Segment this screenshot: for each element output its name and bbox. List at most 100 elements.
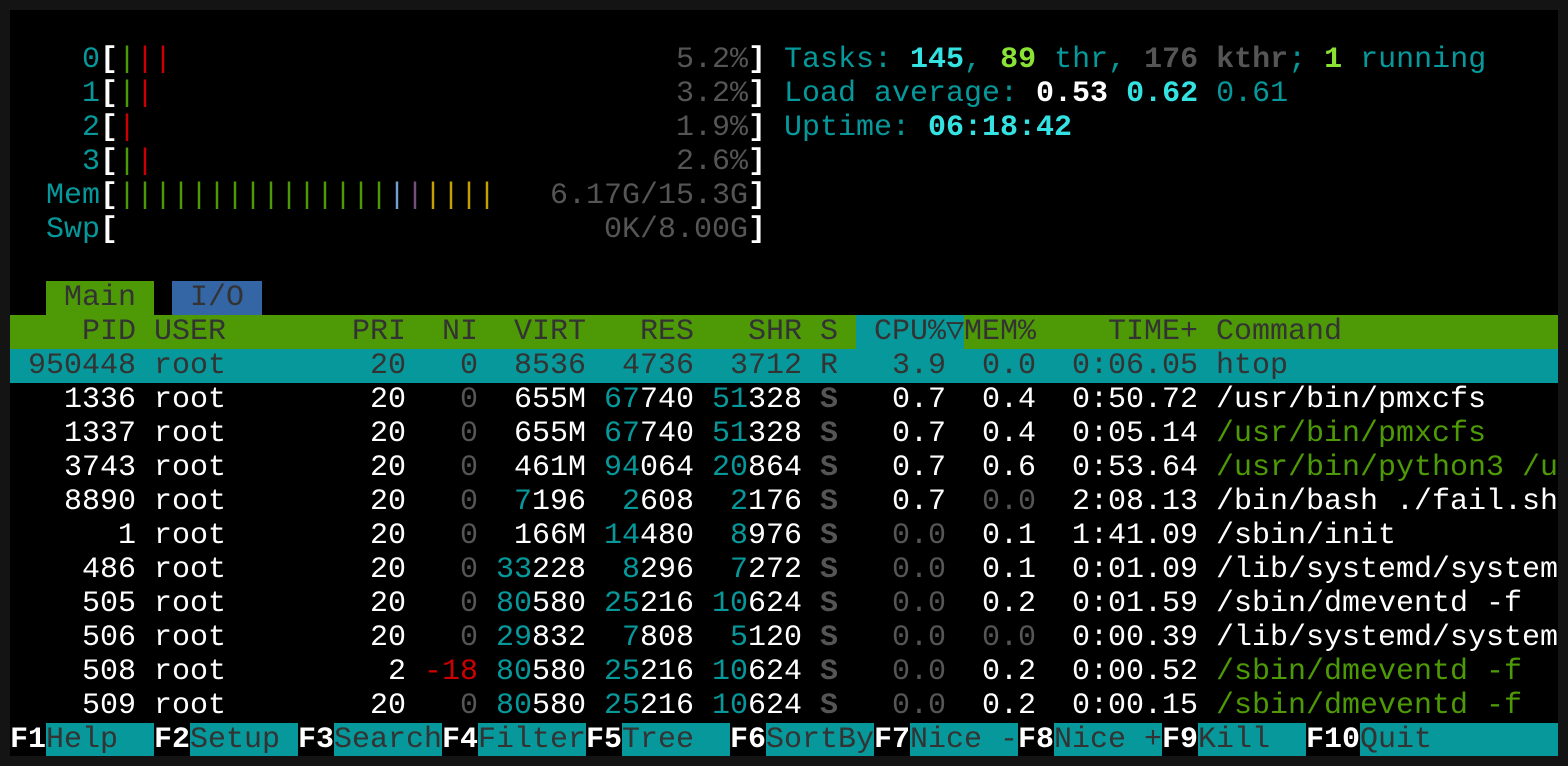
cpu-meter-2-label: 2: [81, 111, 100, 145]
bracket-open: [: [100, 43, 118, 77]
fkey-help-button[interactable]: Help: [46, 723, 154, 756]
process-s: S: [819, 451, 838, 485]
process-cpu: 0.7: [891, 451, 946, 485]
tasks-segment: 1: [1324, 43, 1343, 77]
meter-bar-segment: |: [280, 179, 298, 213]
process-row[interactable]: 1336 root 20 0 655M 67740 51328 S 0.7 0.4 0:50.72 /…: [10, 383, 1558, 417]
process-mem: 0.0: [981, 485, 1036, 519]
process-row[interactable]: 1 root 20 0 166M 14480 8976 S 0.0 0.1 1:41.09/sbin…: [10, 519, 1558, 553]
process-command: /lib/systemd/system: [1216, 553, 1558, 587]
cpu-meter-0-label: 0: [81, 43, 100, 77]
fkey-setup-button[interactable]: Setup: [190, 723, 298, 756]
header-virt[interactable]: VIRT: [513, 315, 586, 349]
process-pid: 1: [117, 519, 136, 553]
process-command: /usr/bin/pmxcfs: [1216, 417, 1487, 451]
header-s[interactable]: S: [819, 315, 838, 349]
process-row[interactable]: 505 root 20 0 80580 25216 10624 S 0.0 0.2 0:01.59 /…: [10, 587, 1558, 621]
header-shr[interactable]: SHR: [747, 315, 802, 349]
header-pri[interactable]: PRI: [351, 315, 406, 349]
fkey-f6[interactable]: F6: [730, 723, 766, 756]
header-res[interactable]: RES: [639, 315, 694, 349]
process-shr: 10624: [711, 655, 802, 689]
header-mem[interactable]: MEM%: [964, 315, 1036, 349]
fkey-f10[interactable]: F10: [1306, 723, 1360, 756]
fkey-f7[interactable]: F7: [874, 723, 910, 756]
fkey-f1[interactable]: F1: [10, 723, 46, 756]
process-time: 2:08.13: [1071, 485, 1198, 519]
process-command: /bin/bash ./fail.sh: [1216, 485, 1558, 519]
meter-bar-segment: |: [298, 179, 316, 213]
process-pri: 20: [369, 349, 406, 383]
fkey-f8[interactable]: F8: [1018, 723, 1054, 756]
process-user: root: [154, 621, 227, 655]
bracket-close: ]: [748, 77, 766, 111]
tab-main[interactable]: Main: [46, 281, 154, 315]
process-ni: 0: [459, 689, 478, 723]
process-shr: 51328: [711, 417, 802, 451]
process-row[interactable]: 486 root 20 0 33228 8296 7272 S 0.0 0.1 0:01.09/li…: [10, 553, 1558, 587]
fkey-filter-button[interactable]: Filter: [478, 723, 586, 756]
process-virt: 8536: [513, 349, 586, 383]
fkey-f2[interactable]: F2: [154, 723, 190, 756]
process-row[interactable]: 506 root 20 0 29832 7808 5120 S 0.0 0.0 0:00.39/li…: [10, 621, 1558, 655]
process-user: root: [154, 553, 227, 587]
bracket-close: ]: [748, 111, 766, 145]
process-virt: 655M: [513, 417, 586, 451]
bracket-open: [: [100, 77, 118, 111]
fkey-f5[interactable]: F5: [586, 723, 622, 756]
process-user: root: [154, 383, 227, 417]
process-row[interactable]: 3743 root 20 0 461M 94064 20864 S 0.7 0.6 0:53.64 /…: [10, 451, 1558, 485]
process-row[interactable]: 508 root 2 -18 80580 25216 10624 S 0.0 0.2 0:00.52…: [10, 655, 1558, 689]
header-time[interactable]: TIME+: [1107, 315, 1198, 349]
process-s: R: [819, 349, 838, 383]
meter-bar-segment: |: [190, 179, 208, 213]
process-row[interactable]: 1337 root 20 0 655M 67740 51328 S 0.7 0.4 0:05.14 /…: [10, 417, 1558, 451]
meter-bar-segment: |: [154, 43, 172, 77]
fkey-nice-button[interactable]: Nice +: [1054, 723, 1162, 756]
process-row[interactable]: 509 root 20 0 80580 25216 10624 S 0.0 0.2 0:00.15 /…: [10, 689, 1558, 723]
process-time: 0:00.39: [1071, 621, 1198, 655]
process-user: root: [154, 417, 227, 451]
fkey-nice-button[interactable]: Nice -: [910, 723, 1018, 756]
process-res: 25216: [603, 655, 694, 689]
process-time: 0:00.52: [1071, 655, 1198, 689]
tasks-info: Tasks: 145, 89 thr, 176 kthr; 1 running: [10, 43, 1558, 77]
sorted-column-highlight: [856, 315, 964, 349]
cpu-meter-3-value: 2.6%: [675, 145, 748, 179]
sort-descending-icon[interactable]: ▽: [946, 315, 964, 349]
htop-terminal: 0[| | | 5.2%] 1[| | 3.2%] 2[| 1.9%] 3[| | 2.6%] Mem[…: [10, 10, 1558, 756]
header-pid[interactable]: PID: [81, 315, 136, 349]
process-time: 0:05.14: [1071, 417, 1198, 451]
load-segment: Load average:: [784, 77, 1037, 111]
fkey-quit-button[interactable]: Quit: [1360, 723, 1558, 756]
process-row[interactable]: 950448 root 20 0 8536 4736 3712 R 3.9 0.0 0:06.05 h…: [10, 349, 1558, 383]
header-ni[interactable]: NI: [441, 315, 478, 349]
process-command: /sbin/dmeventd -f: [1216, 689, 1523, 723]
tab-io[interactable]: I/O: [172, 281, 262, 315]
meter-bar-segment: |: [118, 77, 136, 111]
header-command[interactable]: Command: [1216, 315, 1343, 349]
header-user[interactable]: USER: [154, 315, 227, 349]
fkey-f9[interactable]: F9: [1162, 723, 1198, 756]
fkey-kill-button[interactable]: Kill: [1198, 723, 1306, 756]
process-shr: 2176: [729, 485, 802, 519]
bracket-open: [: [100, 111, 118, 145]
process-virt: 80580: [495, 587, 586, 621]
process-user: root: [154, 587, 227, 621]
fkey-tree-button[interactable]: Tree: [622, 723, 730, 756]
header-cpu[interactable]: CPU%: [873, 315, 946, 349]
process-ni: 0: [459, 417, 478, 451]
process-shr: 51328: [711, 383, 802, 417]
process-ni: 0: [459, 519, 478, 553]
process-pid: 486: [81, 553, 136, 587]
fkey-f3[interactable]: F3: [298, 723, 334, 756]
process-row[interactable]: 8890 root 20 0 7196 2608 2176 S 0.7 0.0 2:08.13/bi…: [10, 485, 1558, 519]
process-ni: 0: [459, 451, 478, 485]
fkey-f4[interactable]: F4: [442, 723, 478, 756]
fkey-sortby-button[interactable]: SortBy: [766, 723, 874, 756]
fkey-search-button[interactable]: Search: [334, 723, 442, 756]
meter-bar-segment: |: [388, 179, 406, 213]
process-shr: 8976: [729, 519, 802, 553]
meter-bar-segment: |: [136, 145, 154, 179]
meter-bar-segment: |: [136, 43, 154, 77]
